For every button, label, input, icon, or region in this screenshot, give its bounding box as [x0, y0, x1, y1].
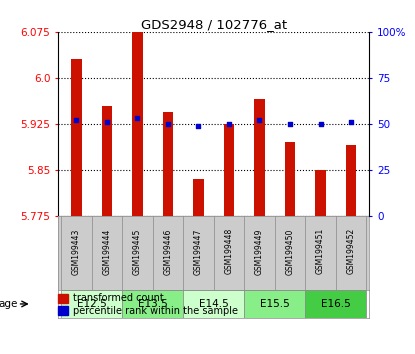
Point	[73, 118, 80, 123]
Bar	[132, 32, 143, 216]
Text: E12.5: E12.5	[77, 299, 107, 309]
Text: E14.5: E14.5	[199, 299, 229, 309]
Text: GSM199445: GSM199445	[133, 228, 142, 274]
Point	[134, 115, 141, 121]
Point	[256, 118, 263, 123]
Bar	[285, 142, 295, 216]
Bar	[61, 290, 122, 318]
Point	[317, 121, 324, 127]
Text: E13.5: E13.5	[138, 299, 168, 309]
Bar	[224, 124, 234, 216]
Bar	[254, 99, 265, 216]
Point	[348, 119, 354, 125]
Text: GSM199447: GSM199447	[194, 228, 203, 274]
Bar	[346, 145, 356, 216]
Bar	[193, 179, 204, 216]
Bar	[71, 59, 82, 216]
Text: E15.5: E15.5	[260, 299, 290, 309]
Title: GDS2948 / 102776_at: GDS2948 / 102776_at	[141, 18, 287, 31]
Bar	[163, 112, 173, 216]
Bar	[244, 290, 305, 318]
Point	[226, 121, 232, 127]
Text: transformed count: transformed count	[73, 293, 164, 303]
Text: age: age	[0, 299, 18, 309]
Text: GSM199448: GSM199448	[225, 228, 234, 274]
Text: GSM199450: GSM199450	[286, 228, 295, 274]
Point	[165, 121, 171, 127]
Text: GSM199443: GSM199443	[72, 228, 81, 274]
Text: GSM199449: GSM199449	[255, 228, 264, 274]
Bar	[122, 290, 183, 318]
Bar	[305, 290, 366, 318]
Bar	[183, 290, 244, 318]
Point	[195, 123, 202, 129]
Bar	[102, 105, 112, 216]
Text: percentile rank within the sample: percentile rank within the sample	[73, 306, 238, 316]
Text: GSM199444: GSM199444	[103, 228, 111, 274]
Bar	[315, 170, 326, 216]
Point	[287, 121, 293, 127]
Text: GSM199446: GSM199446	[164, 228, 173, 274]
Point	[104, 119, 110, 125]
Text: E16.5: E16.5	[321, 299, 351, 309]
Text: GSM199451: GSM199451	[316, 228, 325, 274]
Text: GSM199452: GSM199452	[347, 228, 356, 274]
